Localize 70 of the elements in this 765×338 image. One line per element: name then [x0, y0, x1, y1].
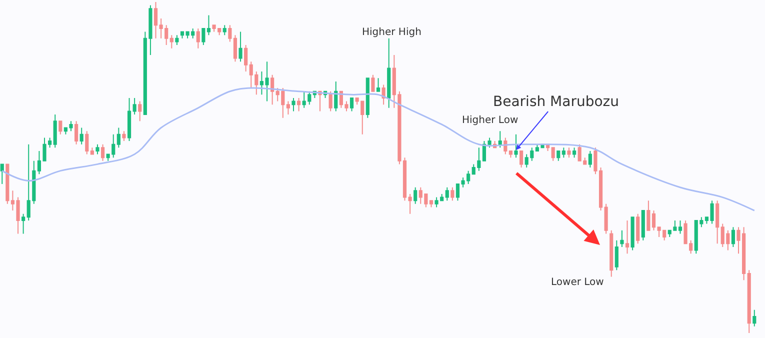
candlestick — [154, 1, 158, 39]
candlestick — [90, 147, 94, 155]
candlestick — [450, 186, 454, 202]
candlestick — [286, 100, 290, 116]
candlestick — [604, 203, 608, 234]
candlestick — [376, 78, 380, 92]
candlestick — [202, 28, 206, 46]
candlestick — [572, 147, 576, 158]
candlestick — [222, 24, 226, 36]
candlestick — [387, 38, 391, 108]
candlestick — [508, 150, 512, 158]
candlestick — [498, 130, 502, 148]
candlestick — [641, 210, 645, 241]
candlestick — [170, 34, 174, 49]
candlestick — [328, 90, 332, 112]
candlestick — [614, 240, 618, 271]
candlestick — [80, 127, 84, 145]
candlestick — [551, 147, 555, 162]
candlestick — [206, 14, 211, 36]
candlestick — [132, 97, 136, 116]
candlestick — [414, 186, 418, 204]
candlestick — [625, 220, 630, 254]
candlestick — [100, 144, 105, 162]
candlestick — [429, 200, 434, 208]
candlestick — [371, 74, 375, 92]
candlestick — [520, 150, 524, 168]
candlestick — [636, 213, 640, 244]
candlestick — [297, 97, 301, 112]
candlestick — [562, 147, 566, 158]
candlestick — [238, 31, 242, 62]
candlestick — [716, 200, 720, 244]
candlestick — [334, 80, 338, 112]
candlestick — [138, 100, 142, 122]
candlestick — [556, 150, 560, 162]
candlestick — [196, 28, 200, 49]
candlestick — [514, 134, 518, 158]
candlestick — [630, 216, 634, 251]
annotation: Bearish Marubozu — [493, 94, 620, 110]
candlestick — [610, 230, 614, 278]
candlestick — [0, 164, 4, 185]
candlestick — [244, 44, 248, 72]
candlestick — [350, 97, 354, 112]
candlestick — [74, 120, 78, 145]
candlestick — [22, 213, 26, 234]
annotation: Higher High — [362, 27, 422, 38]
candlestick — [678, 220, 682, 234]
candlestick — [752, 309, 756, 327]
candlestick — [175, 34, 179, 46]
candlestick — [567, 147, 571, 158]
candlestick — [116, 127, 120, 148]
annotation: Higher Low — [462, 115, 518, 126]
candlestick — [6, 164, 10, 204]
candlestick — [270, 74, 274, 106]
candlestick — [731, 226, 736, 248]
candlestick — [588, 150, 592, 168]
candlestick — [292, 97, 296, 112]
candlestick — [228, 24, 232, 42]
candlestick — [408, 193, 412, 214]
candlestick — [58, 120, 62, 135]
annotation: Lower Low — [551, 277, 604, 288]
candlestick — [85, 130, 89, 155]
candlestick — [122, 130, 126, 142]
candlestick — [127, 97, 132, 142]
candlestick — [366, 78, 370, 118]
candlestick — [747, 270, 751, 334]
candlestick — [53, 114, 57, 148]
candlestick — [233, 34, 238, 62]
candlestick — [620, 230, 624, 248]
candlestick — [445, 186, 449, 202]
candlestick — [96, 144, 100, 155]
